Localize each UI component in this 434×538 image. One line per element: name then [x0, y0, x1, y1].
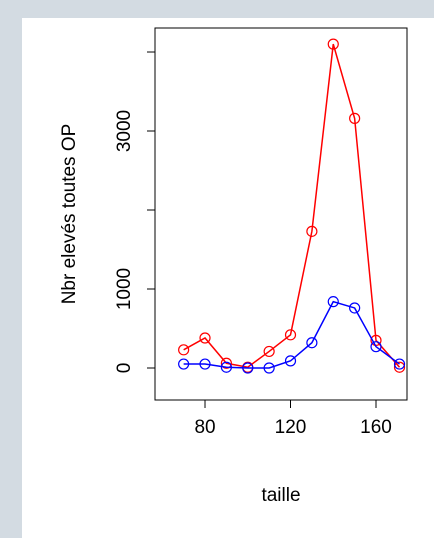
y-tick-label: 1000 [114, 268, 135, 310]
data-point [178, 358, 190, 370]
data-point [349, 302, 361, 314]
y-axis-label: Nbr elevés toutes OP [59, 124, 80, 305]
data-point [393, 358, 406, 370]
data-point [284, 355, 297, 367]
data-point [306, 337, 318, 349]
data-point [199, 358, 211, 370]
x-tick-label: 160 [360, 417, 392, 438]
x-axis-label: taille [261, 485, 300, 506]
data-point [178, 344, 190, 356]
x-tick-label: 120 [275, 417, 307, 438]
data-point [263, 362, 275, 374]
plot-panel [22, 18, 434, 538]
series-line [183, 43, 401, 369]
data-point [263, 345, 275, 358]
x-tick-label: 80 [194, 417, 215, 438]
data-point [242, 362, 254, 374]
data-point [393, 361, 406, 373]
series-line [183, 300, 400, 369]
y-tick-label: 0 [114, 363, 135, 374]
plot-box [154, 27, 408, 401]
data-point [370, 341, 382, 353]
data-point [327, 38, 339, 50]
data-point [284, 329, 297, 341]
data-point [199, 332, 211, 344]
data-point [220, 357, 232, 369]
data-point [349, 112, 361, 124]
data-point [306, 225, 318, 237]
data-point [220, 361, 232, 373]
data-point [327, 296, 339, 308]
y-tick-label: 3000 [114, 110, 135, 152]
